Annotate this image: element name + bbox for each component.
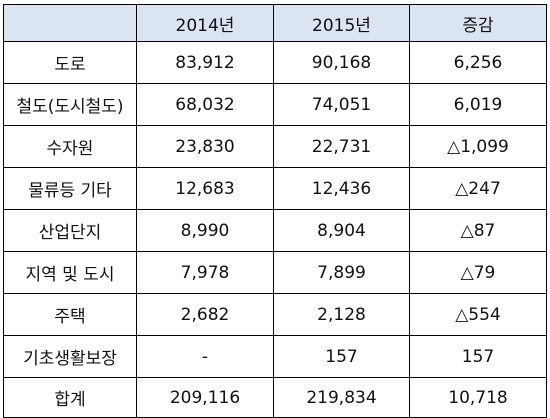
value-2014-cell: 8,990: [136, 209, 274, 252]
total-change-cell: 10,718: [409, 377, 547, 418]
change-cell: △79: [409, 251, 547, 294]
value-2014-cell: 7,978: [136, 251, 274, 294]
table-row: 도로 83,912 90,168 6,256: [3, 41, 547, 84]
change-cell: △247: [409, 167, 547, 210]
table-row: 기초생활보장 - 157 157: [3, 335, 547, 378]
total-row: 합계 209,116 219,834 10,718: [3, 377, 547, 418]
value-2015-cell: 74,051: [273, 83, 410, 126]
table-row: 물류등 기타 12,683 12,436 △247: [3, 167, 547, 210]
value-2015-cell: 8,904: [273, 209, 410, 252]
header-change: 증감: [409, 4, 547, 42]
category-cell: 지역 및 도시: [3, 251, 137, 294]
change-cell: △1,099: [409, 125, 547, 168]
category-cell: 물류등 기타: [3, 167, 137, 210]
table-row: 수자원 23,830 22,731 △1,099: [3, 125, 547, 168]
value-2015-cell: 7,899: [273, 251, 410, 294]
value-2015-cell: 12,436: [273, 167, 410, 210]
value-2015-cell: 22,731: [273, 125, 410, 168]
category-cell: 주택: [3, 293, 137, 336]
table-row: 산업단지 8,990 8,904 △87: [3, 209, 547, 252]
table-row: 지역 및 도시 7,978 7,899 △79: [3, 251, 547, 294]
value-2014-cell: -: [136, 335, 274, 378]
value-2014-cell: 23,830: [136, 125, 274, 168]
category-cell: 철도(도시철도): [3, 83, 137, 126]
table-row: 주택 2,682 2,128 △554: [3, 293, 547, 336]
category-cell: 산업단지: [3, 209, 137, 252]
header-2015: 2015년: [273, 4, 410, 42]
table-row: 철도(도시철도) 68,032 74,051 6,019: [3, 83, 547, 126]
category-cell: 도로: [3, 41, 137, 84]
value-2014-cell: 68,032: [136, 83, 274, 126]
total-label-cell: 합계: [3, 377, 137, 418]
value-2015-cell: 90,168: [273, 41, 410, 84]
category-cell: 기초생활보장: [3, 335, 137, 378]
budget-comparison-table: 2014년 2015년 증감 도로 83,912 90,168 6,256 철도…: [3, 4, 547, 418]
change-cell: 157: [409, 335, 547, 378]
total-2014-cell: 209,116: [136, 377, 274, 418]
value-2014-cell: 12,683: [136, 167, 274, 210]
change-cell: △554: [409, 293, 547, 336]
change-cell: 6,256: [409, 41, 547, 84]
value-2015-cell: 2,128: [273, 293, 410, 336]
value-2015-cell: 157: [273, 335, 410, 378]
change-cell: △87: [409, 209, 547, 252]
table-header-row: 2014년 2015년 증감: [3, 4, 547, 42]
change-cell: 6,019: [409, 83, 547, 126]
category-cell: 수자원: [3, 125, 137, 168]
header-2014: 2014년: [136, 4, 274, 42]
budget-table-container: 2014년 2015년 증감 도로 83,912 90,168 6,256 철도…: [3, 4, 547, 418]
value-2014-cell: 2,682: [136, 293, 274, 336]
header-category: [3, 4, 137, 42]
value-2014-cell: 83,912: [136, 41, 274, 84]
